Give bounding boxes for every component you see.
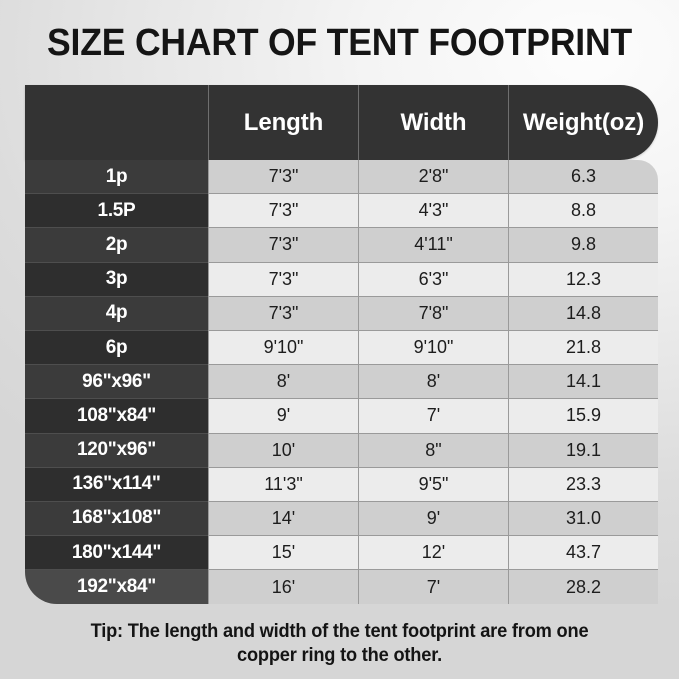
row-width-value: 9'5": [358, 467, 508, 502]
row-length-value: 7'3": [208, 194, 358, 229]
header-cell-size: [25, 85, 208, 160]
table-row: 180"x144" 15' 12' 43.7: [25, 536, 658, 571]
header-cell-length: Length: [208, 85, 358, 160]
row-size-label: 6p: [25, 330, 208, 366]
row-width-value: 4'11": [358, 228, 508, 263]
size-chart-table: Length Width Weight(oz) 1p 7'3" 2'8" 6.3…: [25, 85, 658, 605]
row-length-value: 16': [208, 570, 358, 605]
row-weight-value: 21.8: [508, 330, 658, 366]
row-length-value: 7'3": [208, 228, 358, 263]
row-length-value: 9'10": [208, 330, 358, 366]
row-weight-value: 19.1: [508, 433, 658, 468]
table-header-row: Length Width Weight(oz): [25, 85, 658, 160]
table-row: 120"x96" 10' 8" 19.1: [25, 433, 658, 468]
row-size-label: 136"x114": [25, 467, 208, 502]
table-row: 168"x108" 14' 9' 31.0: [25, 501, 658, 537]
row-weight-value: 43.7: [508, 536, 658, 571]
table-row: 4p 7'3" 7'8" 14.8: [25, 296, 658, 331]
row-weight-value: 28.2: [508, 570, 658, 605]
row-length-value: 7'3": [208, 262, 358, 297]
row-width-value: 7'8": [358, 296, 508, 331]
row-width-value: 9': [358, 501, 508, 537]
row-width-value: 6'3": [358, 262, 508, 297]
row-length-value: 15': [208, 536, 358, 571]
row-weight-value: 6.3: [508, 160, 658, 195]
table-row: 96"x96" 8' 8' 14.1: [25, 365, 658, 400]
row-length-value: 14': [208, 501, 358, 537]
row-size-label: 96"x96": [25, 365, 208, 400]
header-cell-width: Width: [358, 85, 508, 160]
row-width-value: 4'3": [358, 194, 508, 229]
row-length-value: 10': [208, 433, 358, 468]
row-length-value: 7'3": [208, 296, 358, 331]
row-size-label: 108"x84": [25, 399, 208, 434]
footer-tip: Tip: The length and width of the tent fo…: [90, 621, 589, 666]
row-weight-value: 14.1: [508, 365, 658, 400]
row-length-value: 8': [208, 365, 358, 400]
table-row: 6p 9'10" 9'10" 21.8: [25, 330, 658, 366]
row-length-value: 9': [208, 399, 358, 434]
row-weight-value: 8.8: [508, 194, 658, 229]
row-size-label: 1.5P: [25, 194, 208, 229]
table-row: 1.5P 7'3" 4'3" 8.8: [25, 194, 658, 229]
table-row: 3p 7'3" 6'3" 12.3: [25, 262, 658, 297]
page-title: SIZE CHART OF TENT FOOTPRINT: [47, 22, 632, 64]
row-size-label: 120"x96": [25, 433, 208, 468]
table-row: 192"x84" 16' 7' 28.2: [25, 570, 658, 605]
table-row: 2p 7'3" 4'11" 9.8: [25, 228, 658, 263]
row-width-value: 2'8": [358, 160, 508, 195]
row-width-value: 8': [358, 365, 508, 400]
row-length-value: 7'3": [208, 160, 358, 195]
row-size-label: 3p: [25, 262, 208, 297]
row-weight-value: 14.8: [508, 296, 658, 331]
row-weight-value: 12.3: [508, 262, 658, 297]
row-size-label: 192"x84": [25, 570, 208, 605]
row-width-value: 7': [358, 399, 508, 434]
row-size-label: 2p: [25, 228, 208, 263]
row-size-label: 4p: [25, 296, 208, 331]
table-row: 1p 7'3" 2'8" 6.3: [25, 160, 658, 195]
table-body: 1p 7'3" 2'8" 6.3 1.5P 7'3" 4'3" 8.8 2p 7…: [25, 160, 658, 605]
row-width-value: 9'10": [358, 330, 508, 366]
row-weight-value: 23.3: [508, 467, 658, 502]
row-width-value: 8": [358, 433, 508, 468]
header-cell-weight: Weight(oz): [508, 85, 658, 160]
row-size-label: 168"x108": [25, 501, 208, 537]
table-row: 136"x114" 11'3" 9'5" 23.3: [25, 467, 658, 502]
row-width-value: 7': [358, 570, 508, 605]
row-size-label: 1p: [25, 160, 208, 195]
row-weight-value: 9.8: [508, 228, 658, 263]
row-weight-value: 15.9: [508, 399, 658, 434]
row-width-value: 12': [358, 536, 508, 571]
row-size-label: 180"x144": [25, 536, 208, 571]
row-length-value: 11'3": [208, 467, 358, 502]
row-weight-value: 31.0: [508, 501, 658, 537]
table-row: 108"x84" 9' 7' 15.9: [25, 399, 658, 434]
